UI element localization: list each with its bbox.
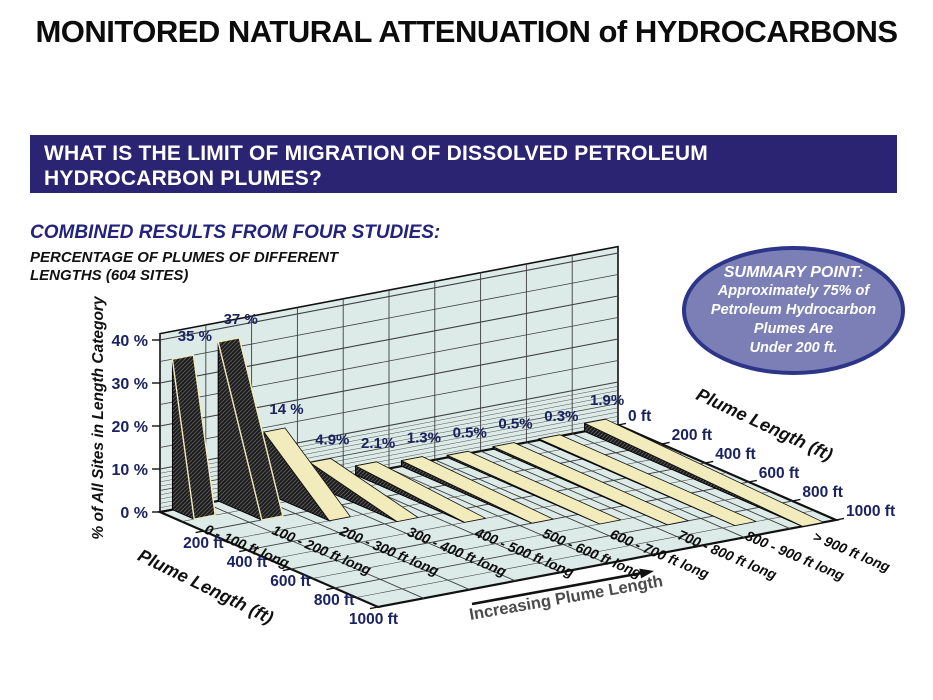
summary-line: Approximately 75% of <box>717 283 870 299</box>
value-label: 14 % <box>269 401 303 418</box>
chart-caption-line2: LENGTHS (604 SITES) <box>30 267 189 284</box>
summary-point-callout: SUMMARY POINT: Approximately 75% of Petr… <box>682 246 905 375</box>
ribbon-8 <box>538 434 757 527</box>
depth-tick-label-right: 1000 ft <box>846 503 895 520</box>
depth-tick-label-left: 200 ft <box>183 535 224 552</box>
ribbon-6 <box>446 450 622 525</box>
depth-tick-label-left: 400 ft <box>227 554 268 571</box>
chart-caption: PERCENTAGE OF PLUMES OF DIFFERENT LENGTH… <box>30 249 338 285</box>
value-label: 0.3% <box>544 408 578 425</box>
y-axis-title: % of All Sites in Length Category <box>90 295 107 540</box>
value-label: 1.9% <box>590 392 624 409</box>
ribbon-7 <box>492 442 689 526</box>
question-banner: WHAT IS THE LIMIT OF MIGRATION OF DISSOL… <box>30 135 897 193</box>
summary-line: Plumes Are <box>753 321 834 337</box>
depth-tick-label-left: 800 ft <box>314 592 355 609</box>
value-label: 35 % <box>178 328 212 345</box>
value-labels: 35 % 37 % 14 % 4.9% 2.1% 1.3% 0.5% 0.5% 0.3% 1.9% <box>178 311 624 452</box>
ribbon-1 <box>217 337 284 521</box>
ribbon-2 <box>263 427 351 522</box>
y-tick-label: 40 % <box>112 333 148 350</box>
value-label: 0.5% <box>453 424 487 441</box>
y-tick-label: 30 % <box>112 376 148 393</box>
question-banner-line2: HYDROCARBON PLUMES? <box>44 167 322 190</box>
ribbon-series <box>171 337 824 527</box>
value-label: 2.1% <box>361 435 395 452</box>
depth-tick-label-right: 600 ft <box>759 465 800 482</box>
value-label: 4.9% <box>315 431 349 448</box>
ribbon-9 <box>584 418 824 527</box>
slide-title: MONITORED NATURAL ATTENUATION of HYDROCA… <box>35 14 898 49</box>
chart-caption-line1: PERCENTAGE OF PLUMES OF DIFFERENT <box>30 249 339 266</box>
depth-tick-label-right: 0 ft <box>628 408 651 425</box>
ribbon-4 <box>355 461 487 523</box>
depth-tick-label-left: 600 ft <box>270 573 311 590</box>
summary-line: Under 200 ft. <box>749 340 838 356</box>
summary-line: SUMMARY POINT: <box>723 264 864 281</box>
depth-tick-label-right: 800 ft <box>802 484 843 501</box>
value-label: 37 % <box>224 311 258 328</box>
depth-tick-label-right: 200 ft <box>672 427 713 444</box>
y-tick-label: 0 % <box>120 505 148 522</box>
question-banner-line1: WHAT IS THE LIMIT OF MIGRATION OF DISSOL… <box>44 142 708 165</box>
value-label: 0.5% <box>498 416 532 433</box>
ribbon-5 <box>400 456 554 524</box>
combined-results-heading: COMBINED RESULTS FROM FOUR STUDIES: <box>30 222 441 243</box>
depth-tick-label-right: 400 ft <box>715 446 756 463</box>
summary-line: Petroleum Hydrocarbon <box>710 302 877 318</box>
ribbon-0 <box>171 354 216 520</box>
depth-tick-label-left: 1000 ft <box>349 611 398 628</box>
y-tick-label: 20 % <box>112 419 148 436</box>
value-label: 1.3% <box>407 430 441 447</box>
y-tick-label: 10 % <box>112 462 148 479</box>
